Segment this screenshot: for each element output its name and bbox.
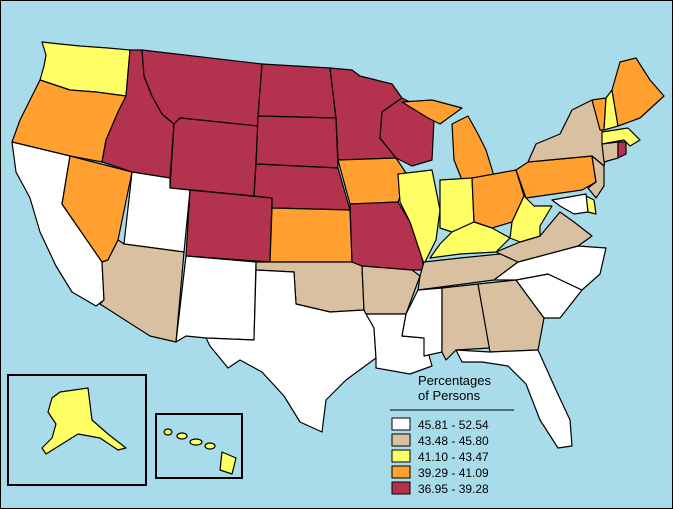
state-iowa[interactable] — [337, 157, 409, 205]
state-texas[interactable] — [205, 269, 377, 433]
state-maryland[interactable] — [551, 193, 589, 215]
state-connecticut[interactable] — [601, 141, 619, 163]
state-south-dakota[interactable] — [255, 115, 339, 169]
state-wyoming[interactable] — [169, 117, 259, 197]
state-new-mexico[interactable] — [175, 255, 257, 343]
legend-swatch-3 — [391, 449, 411, 463]
state-kentucky[interactable] — [429, 221, 511, 259]
state-alaska[interactable] — [41, 387, 127, 455]
legend: Percentages of Persons 45.81 - 52.54 43.4… — [390, 373, 514, 496]
state-hawaii[interactable] — [163, 428, 237, 475]
state-west-virginia[interactable] — [509, 195, 553, 243]
state-michigan-upper[interactable] — [401, 99, 463, 125]
legend-swatch-5 — [391, 481, 411, 495]
legend-title-line2: of Persons — [418, 388, 481, 403]
state-rhode-island[interactable] — [617, 141, 627, 159]
legend-label-2: 43.48 - 45.80 — [418, 434, 489, 448]
legend-label-1: 45.81 - 52.54 — [418, 418, 489, 432]
legend-swatch-2 — [391, 433, 411, 447]
legend-label-3: 41.10 - 43.47 — [418, 450, 489, 464]
state-illinois[interactable] — [397, 169, 441, 265]
legend-title-line1: Percentages — [418, 373, 491, 388]
state-north-dakota[interactable] — [257, 63, 337, 119]
state-michigan-lower[interactable] — [451, 115, 495, 181]
state-maine[interactable] — [611, 57, 665, 127]
state-florida[interactable] — [455, 349, 573, 449]
state-arizona[interactable] — [99, 239, 185, 343]
state-kansas[interactable] — [269, 207, 353, 263]
legend-swatch-1 — [391, 417, 411, 431]
state-new-jersey[interactable] — [587, 155, 605, 199]
state-georgia[interactable] — [477, 279, 545, 353]
state-colorado[interactable] — [185, 189, 273, 263]
legend-label-5: 36.95 - 39.28 — [418, 482, 489, 496]
legend-label-4: 39.29 - 41.09 — [418, 466, 489, 480]
legend-swatch-4 — [391, 465, 411, 479]
